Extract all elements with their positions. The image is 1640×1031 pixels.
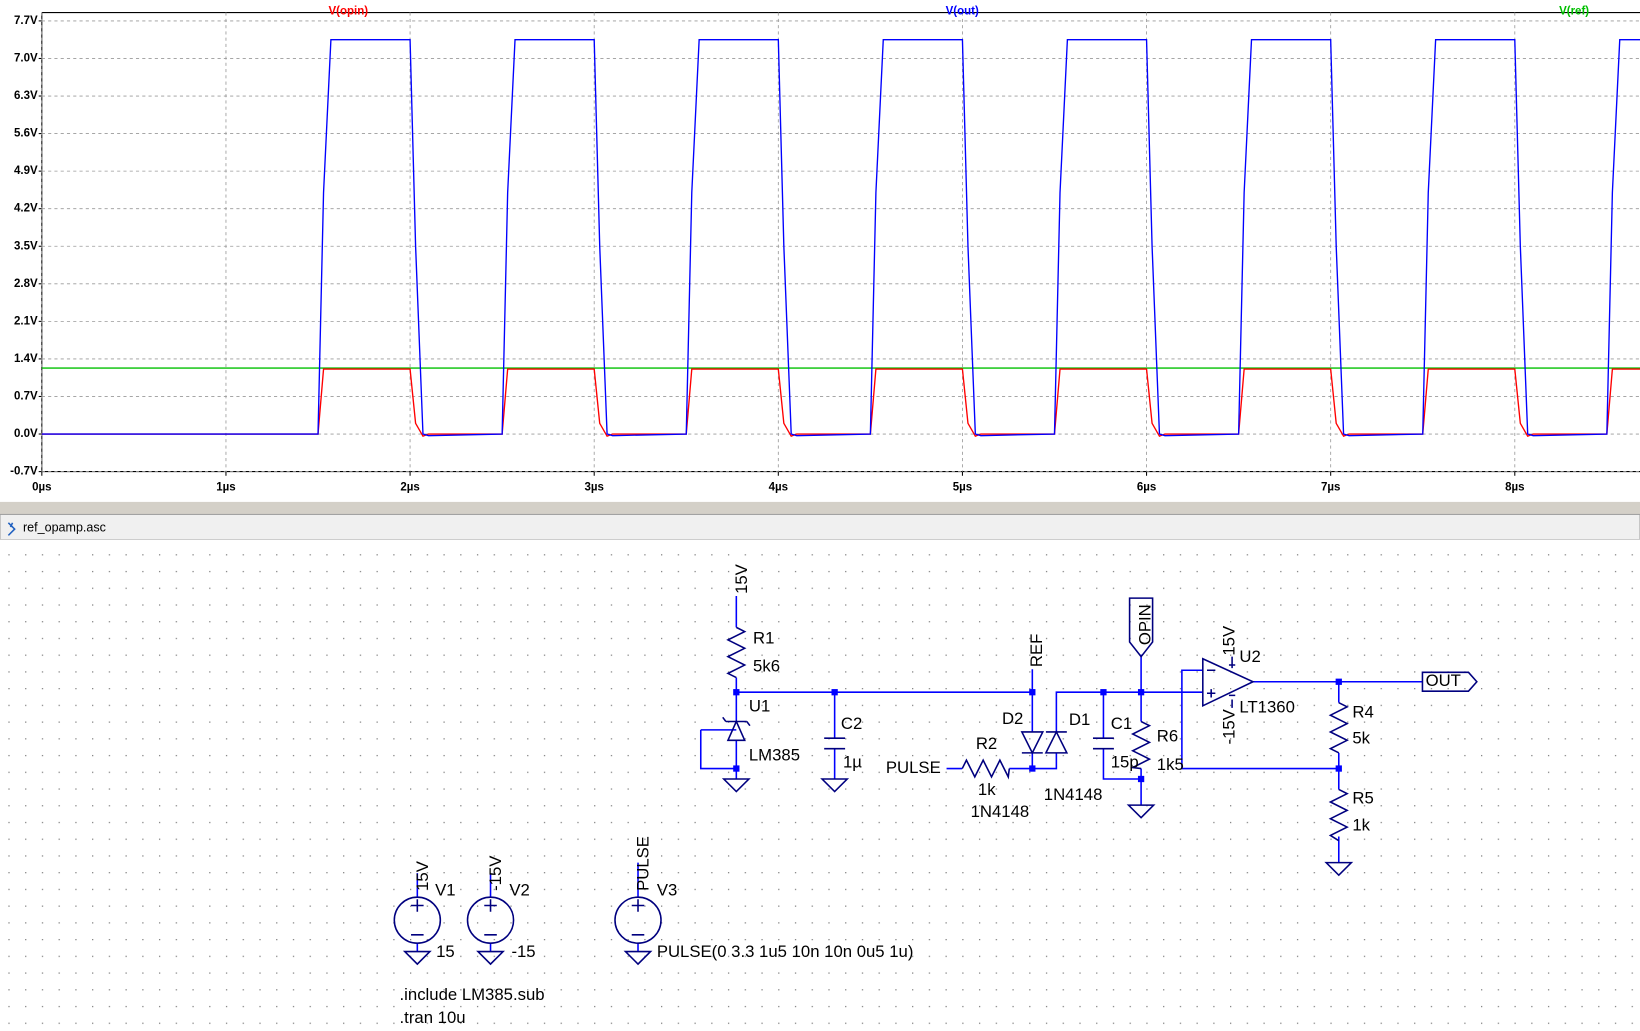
component-name: R6 [1157,727,1178,746]
component-value: 1k5 [1157,755,1184,774]
component-name: V3 [657,880,677,899]
net-label: 15V [413,860,432,891]
component-value: -15 [511,942,535,961]
x-tick-label: 1µs [216,481,235,493]
component-value: PULSE(0 3.3 1u5 10n 10n 0u5 1u) [657,942,914,961]
component-name: V2 [509,880,529,899]
net-label: REF [1027,634,1046,667]
x-tick-label: 6µs [1137,481,1156,493]
component-value: 5k6 [753,657,780,676]
schematic-title-bar [0,513,1640,541]
splitter[interactable] [0,501,1640,515]
y-tick-label: 0.0V [14,428,38,440]
y-tick-label: 6.3V [14,90,38,102]
y-tick-label: 2.1V [14,315,38,327]
schematic-components [393,597,1478,966]
net-label: OPIN [1136,604,1155,645]
x-tick-label: 8µs [1505,481,1524,493]
x-tick-label: 2µs [400,481,419,493]
y-tick-label: 5.6V [14,128,38,140]
schematic-nodes [733,678,1342,783]
schematic-labels: 15V R1 5k6 U1 LM385 C2 1µ REF D2 D1 PULS… [400,563,1461,1027]
window-title: ref_opamp.asc [23,520,106,534]
x-tick-label: 3µs [584,481,603,493]
net-label: 15V [1219,625,1238,656]
component-name: D1 [1069,710,1090,729]
component-value: 1k [1352,815,1370,834]
plot: -0.7V 0.0V 0.7V 1.4V 2.1V 2.8V 3.5V 4.2V 4.9V 5.6… [10,6,1640,493]
spice-directive: .tran 10u [400,1008,466,1027]
component-name: U1 [749,696,770,715]
x-tick-label: 0µs [32,481,51,493]
component-name: C1 [1111,714,1132,733]
net-label: -15V [1219,708,1238,744]
component-name: C2 [841,714,862,733]
legend-label: V(ref) [1559,6,1589,18]
plot-pane [0,0,1640,502]
net-label: PULSE [634,836,653,891]
component-value: 5k [1352,729,1370,748]
net-label: -15V [486,855,505,891]
component-name: R4 [1352,703,1373,722]
y-tick-label: 4.9V [14,165,38,177]
y-tick-label: 1.4V [14,353,38,365]
component-value: 1N4148 [1044,785,1103,804]
y-tick-label: 2.8V [14,278,38,290]
x-tick-label: 7µs [1321,481,1340,493]
legend-label: V(out) [946,6,979,18]
x-tick-label: 5µs [953,481,972,493]
window-icon [7,522,16,536]
x-tick-label: 4µs [769,481,788,493]
y-tick-label: -0.7V [10,466,38,478]
series-line [41,368,1640,438]
component-value: 1N4148 [971,802,1030,821]
component-value: LM385 [749,745,800,764]
component-value: LT1360 [1239,697,1294,716]
component-name: V1 [435,880,455,899]
spice-directive: .include LM385.sub [400,985,545,1004]
net-label: 15V [732,563,751,594]
legend-label: V(opin) [328,6,368,18]
y-tick-label: 7.7V [14,15,38,27]
component-name: R2 [976,734,997,753]
y-tick-label: 3.5V [14,240,38,252]
component-name: D2 [1002,709,1023,728]
net-label: OUT [1426,671,1461,690]
net-label: PULSE [886,758,941,777]
component-value: 1k [978,780,996,799]
component-value: 1µ [843,753,862,772]
component-value: 15 [436,942,455,961]
schematic-wires [416,596,1423,952]
y-tick-label: 0.7V [14,391,38,403]
schematic-grid [0,539,1640,1031]
component-value: 15p [1111,753,1139,772]
component-name: U2 [1239,647,1260,666]
series-line [41,39,1640,437]
y-tick-label: 7.0V [14,53,38,65]
component-name: R5 [1352,788,1373,807]
component-name: R1 [753,628,774,647]
y-tick-label: 4.2V [14,203,38,215]
